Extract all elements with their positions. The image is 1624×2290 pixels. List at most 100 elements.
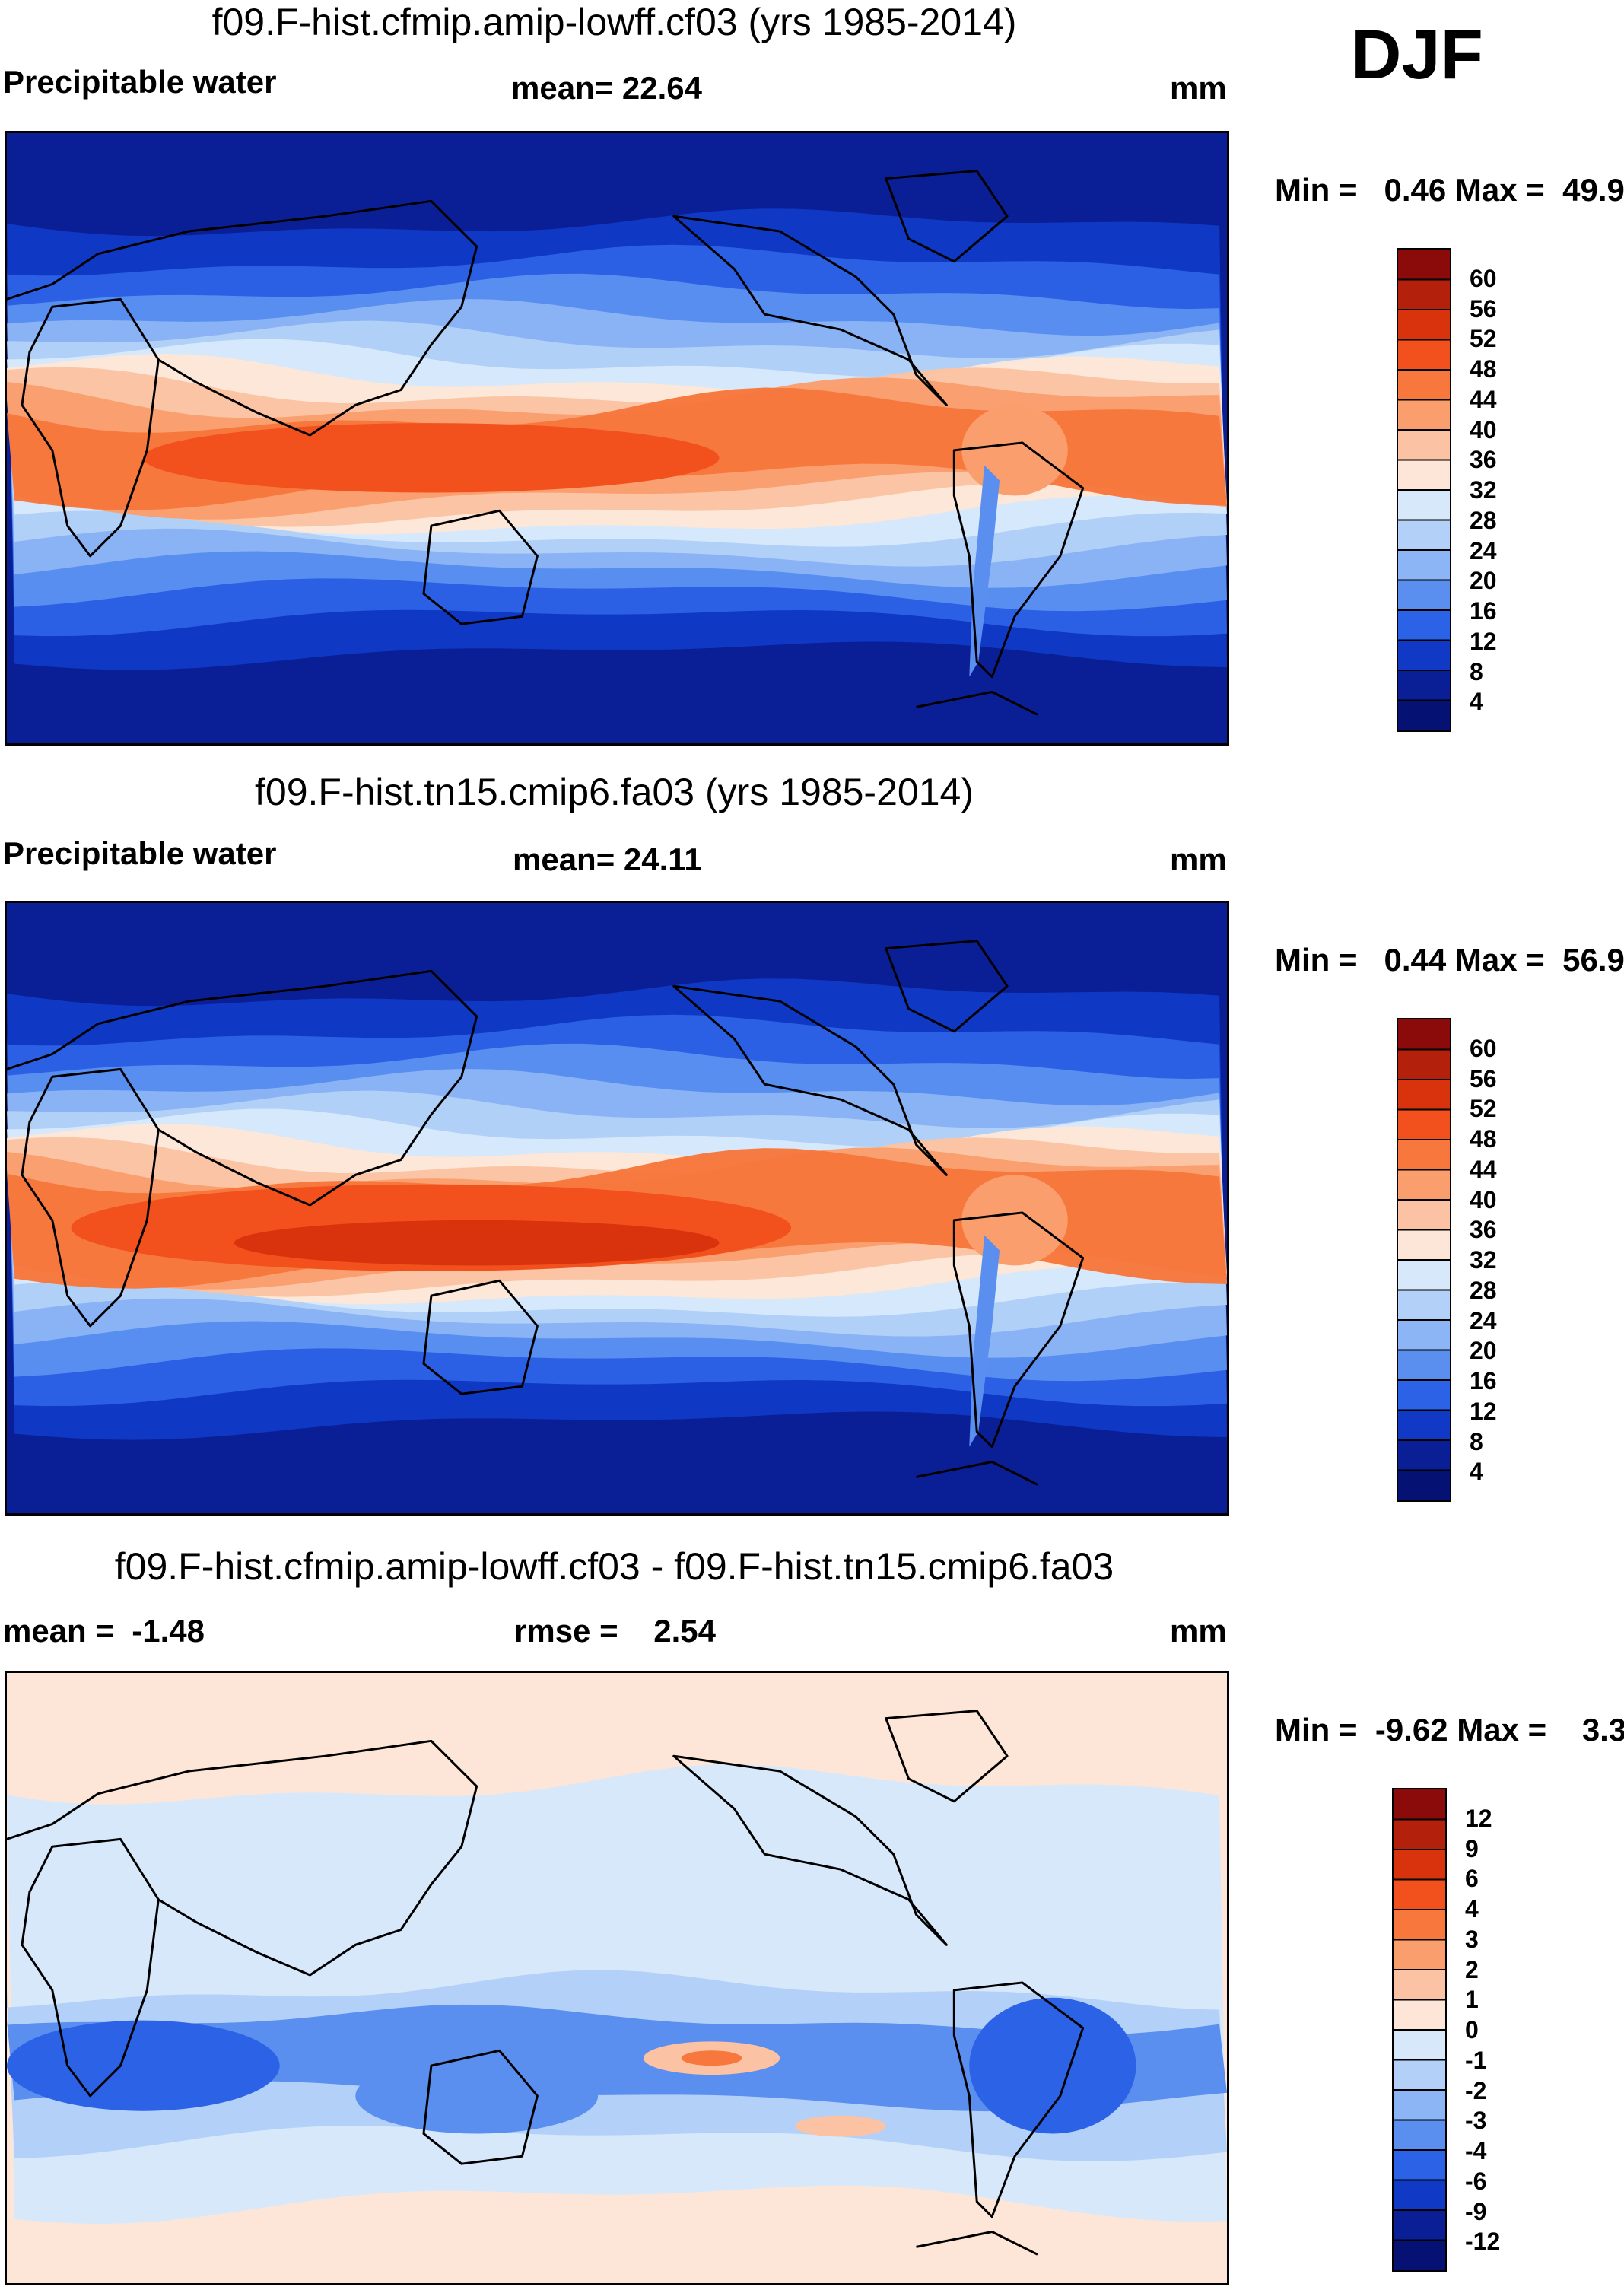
colorbar-swatch xyxy=(1398,580,1450,611)
colorbar-tick-label: 8 xyxy=(1470,1427,1483,1455)
panel-2-map-canvas xyxy=(7,903,1227,1513)
colorbar-swatch xyxy=(1394,1849,1445,1880)
panel-1-map-canvas xyxy=(7,133,1227,743)
colorbar-swatch xyxy=(1398,1410,1450,1441)
colorbar-tick-label: 48 xyxy=(1470,355,1497,383)
colorbar-swatch xyxy=(1394,1939,1445,1970)
colorbar-tick-label: 8 xyxy=(1470,657,1483,685)
colorbar-swatch xyxy=(1398,279,1450,310)
colorbar-swatch xyxy=(1394,2240,1445,2270)
colorbar-tick-label: 44 xyxy=(1470,1155,1497,1183)
colorbar-swatch xyxy=(1394,2180,1445,2211)
colorbar-tick-label: 36 xyxy=(1470,1216,1497,1244)
colorbar-tick-label: 4 xyxy=(1470,688,1483,716)
colorbar-tick-label: 16 xyxy=(1470,597,1497,625)
colorbar-swatch xyxy=(1398,1229,1450,1261)
colorbar-tick-label: 28 xyxy=(1470,1276,1497,1304)
colorbar-tick-label: 32 xyxy=(1470,1246,1497,1274)
panel-1-mean-label: mean= 22.64 xyxy=(511,70,703,106)
colorbar-swatch xyxy=(1398,1470,1450,1500)
colorbar-swatch xyxy=(1398,1080,1450,1110)
panel-1-colorbar xyxy=(1397,248,1451,732)
colorbar-swatch xyxy=(1394,2120,1445,2151)
panel-3-mean-label: mean = -1.48 xyxy=(3,1613,205,1649)
colorbar-tick-label: 44 xyxy=(1470,385,1497,413)
panel-1-title: f09.F-hist.cfmip.amip-lowff.cf03 (yrs 19… xyxy=(211,1,1017,43)
colorbar-tick-label: 0 xyxy=(1465,2016,1479,2044)
colorbar-tick-label: 56 xyxy=(1470,1064,1497,1093)
colorbar-tick-label: 12 xyxy=(1470,1397,1497,1425)
colorbar-swatch xyxy=(1398,1019,1450,1050)
colorbar-swatch xyxy=(1398,1140,1450,1170)
colorbar-tick-label: 24 xyxy=(1470,536,1497,565)
panel-1-variable-label: Precipitable water xyxy=(3,64,277,100)
colorbar-tick-label: -1 xyxy=(1465,2046,1487,2074)
colorbar-tick-label: 60 xyxy=(1470,1034,1497,1062)
panel-3-units: mm xyxy=(1170,1613,1227,1649)
colorbar-swatch xyxy=(1398,610,1450,641)
colorbar-swatch xyxy=(1398,1440,1450,1471)
colorbar-tick-label: 6 xyxy=(1465,1865,1479,1893)
colorbar-tick-label: 24 xyxy=(1470,1306,1497,1334)
colorbar-swatch xyxy=(1394,1910,1445,1940)
colorbar-tick-label: 4 xyxy=(1470,1458,1483,1486)
colorbar-swatch xyxy=(1398,310,1450,340)
colorbar-tick-label: -4 xyxy=(1465,2137,1487,2164)
colorbar-tick-label: 56 xyxy=(1470,294,1497,323)
colorbar-tick-label: 12 xyxy=(1465,1804,1492,1832)
colorbar-swatch xyxy=(1398,460,1450,491)
colorbar-swatch xyxy=(1398,1290,1450,1321)
colorbar-swatch xyxy=(1398,399,1450,431)
colorbar-swatch xyxy=(1394,2090,1445,2120)
colorbar-swatch xyxy=(1398,1350,1450,1381)
panel-1-map xyxy=(5,131,1229,746)
colorbar-swatch xyxy=(1398,1109,1450,1140)
colorbar-swatch xyxy=(1398,339,1450,371)
panel-1-units: mm xyxy=(1170,70,1227,106)
colorbar-tick-label: 28 xyxy=(1470,506,1497,534)
panel-2-map xyxy=(5,901,1229,1516)
colorbar-swatch xyxy=(1398,1380,1450,1411)
colorbar-tick-label: -6 xyxy=(1465,2167,1487,2195)
panel-3-map xyxy=(5,1671,1229,2285)
colorbar-swatch xyxy=(1398,520,1450,551)
colorbar-swatch xyxy=(1398,1320,1450,1350)
colorbar-swatch xyxy=(1398,1169,1450,1201)
colorbar-swatch xyxy=(1398,1260,1450,1290)
panel-3-colorbar xyxy=(1392,1788,1447,2272)
colorbar-swatch xyxy=(1394,1879,1445,1910)
colorbar-swatch xyxy=(1398,550,1450,580)
colorbar-tick-label: -12 xyxy=(1465,2228,1501,2256)
panel-2-minmax: Min = 0.44 Max = 56.95 xyxy=(1275,942,1624,978)
colorbar-swatch xyxy=(1394,2030,1445,2060)
colorbar-tick-label: 40 xyxy=(1470,1185,1497,1213)
colorbar-tick-label: 16 xyxy=(1470,1367,1497,1395)
panel-2-mean-label: mean= 24.11 xyxy=(513,841,702,877)
colorbar-tick-label: 4 xyxy=(1465,1895,1479,1923)
colorbar-tick-label: -3 xyxy=(1465,2107,1487,2135)
panel-2-title: f09.F-hist.tn15.cmip6.fa03 (yrs 1985-201… xyxy=(255,771,974,813)
panel-1-minmax: Min = 0.46 Max = 49.98 xyxy=(1275,172,1624,208)
colorbar-swatch xyxy=(1398,670,1450,701)
colorbar-swatch xyxy=(1398,1049,1450,1080)
colorbar-tick-label: -2 xyxy=(1465,2076,1487,2104)
panel-2-units: mm xyxy=(1170,841,1227,877)
panel-2-variable-label: Precipitable water xyxy=(3,835,277,871)
colorbar-swatch xyxy=(1394,2150,1445,2180)
colorbar-tick-label: 20 xyxy=(1470,1337,1497,1365)
colorbar-swatch xyxy=(1398,430,1450,460)
colorbar-tick-label: 36 xyxy=(1470,446,1497,474)
colorbar-tick-label: 40 xyxy=(1470,415,1497,444)
colorbar-swatch xyxy=(1398,490,1450,520)
colorbar-swatch xyxy=(1394,1789,1445,1820)
colorbar-tick-label: 12 xyxy=(1470,627,1497,655)
colorbar-tick-label: 1 xyxy=(1465,1986,1479,2014)
colorbar-tick-label: 60 xyxy=(1470,264,1497,292)
colorbar-swatch xyxy=(1398,370,1450,400)
colorbar-tick-label: 9 xyxy=(1465,1834,1479,1862)
colorbar-swatch xyxy=(1398,640,1450,671)
panel-3-minmax: Min = -9.62 Max = 3.37 xyxy=(1275,1712,1624,1748)
colorbar-tick-label: 52 xyxy=(1470,1095,1497,1123)
panel-3-map-canvas xyxy=(7,1673,1227,2283)
colorbar-tick-label: 3 xyxy=(1465,1925,1479,1953)
